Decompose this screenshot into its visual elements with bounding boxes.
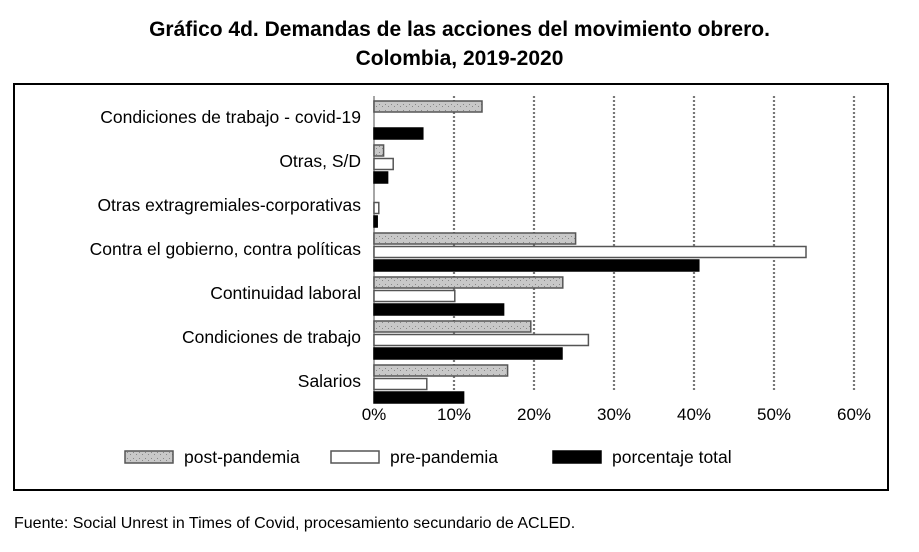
chart-title-line1: Gráfico 4d. Demandas de las acciones del… xyxy=(149,18,770,41)
x-tick-label: 60% xyxy=(837,405,871,424)
category-label: Otras extragremiales-corporativas xyxy=(97,195,361,215)
x-tick-label: 30% xyxy=(597,405,631,424)
legend-swatch xyxy=(330,450,380,464)
bar-pre-pandemia xyxy=(373,289,456,303)
category-label: Condiciones de trabajo xyxy=(182,327,361,347)
chart-title-line2: Colombia, 2019-2020 xyxy=(355,47,564,70)
bar-pre-pandemia xyxy=(373,377,428,391)
chart-frame xyxy=(13,83,889,491)
category-label: Condiciones de trabajo - covid-19 xyxy=(100,107,361,127)
bar-post-pandemia xyxy=(373,364,509,377)
legend-label: post-pandemia xyxy=(184,447,300,467)
category-label: Contra el gobierno, contra políticas xyxy=(90,239,362,259)
bar-post-pandemia xyxy=(373,232,577,245)
bar-pre-pandemia xyxy=(373,157,394,171)
bar-pre-pandemia xyxy=(373,201,380,215)
bar-pre-pandemia xyxy=(373,245,807,259)
bar-porcentaje-total xyxy=(373,259,700,272)
legend-swatch xyxy=(552,450,602,464)
bar-porcentaje-total xyxy=(373,215,378,228)
legend-swatch xyxy=(124,450,174,464)
bar-porcentaje-total xyxy=(373,303,505,316)
bar-porcentaje-total xyxy=(373,391,465,404)
legend-label: porcentaje total xyxy=(612,447,732,467)
chart-source: Fuente: Social Unrest in Times of Covid,… xyxy=(14,515,576,532)
x-tick-label: 0% xyxy=(362,405,387,424)
bar-porcentaje-total xyxy=(373,347,563,360)
bar-porcentaje-total xyxy=(373,127,424,140)
x-tick-label: 10% xyxy=(437,405,471,424)
bar-post-pandemia xyxy=(373,100,483,113)
x-tick-label: 20% xyxy=(517,405,551,424)
category-label: Otras, S/D xyxy=(279,151,361,171)
x-tick-label: 50% xyxy=(757,405,791,424)
x-tick-label: 40% xyxy=(677,405,711,424)
bar-pre-pandemia xyxy=(373,333,590,347)
category-label: Continuidad laboral xyxy=(210,283,361,303)
legend-label: pre-pandemia xyxy=(390,447,498,467)
category-label: Salarios xyxy=(298,371,361,391)
bar-post-pandemia xyxy=(373,320,532,333)
bar-post-pandemia xyxy=(373,144,385,157)
bar-porcentaje-total xyxy=(373,171,389,184)
bar-post-pandemia xyxy=(373,276,564,289)
